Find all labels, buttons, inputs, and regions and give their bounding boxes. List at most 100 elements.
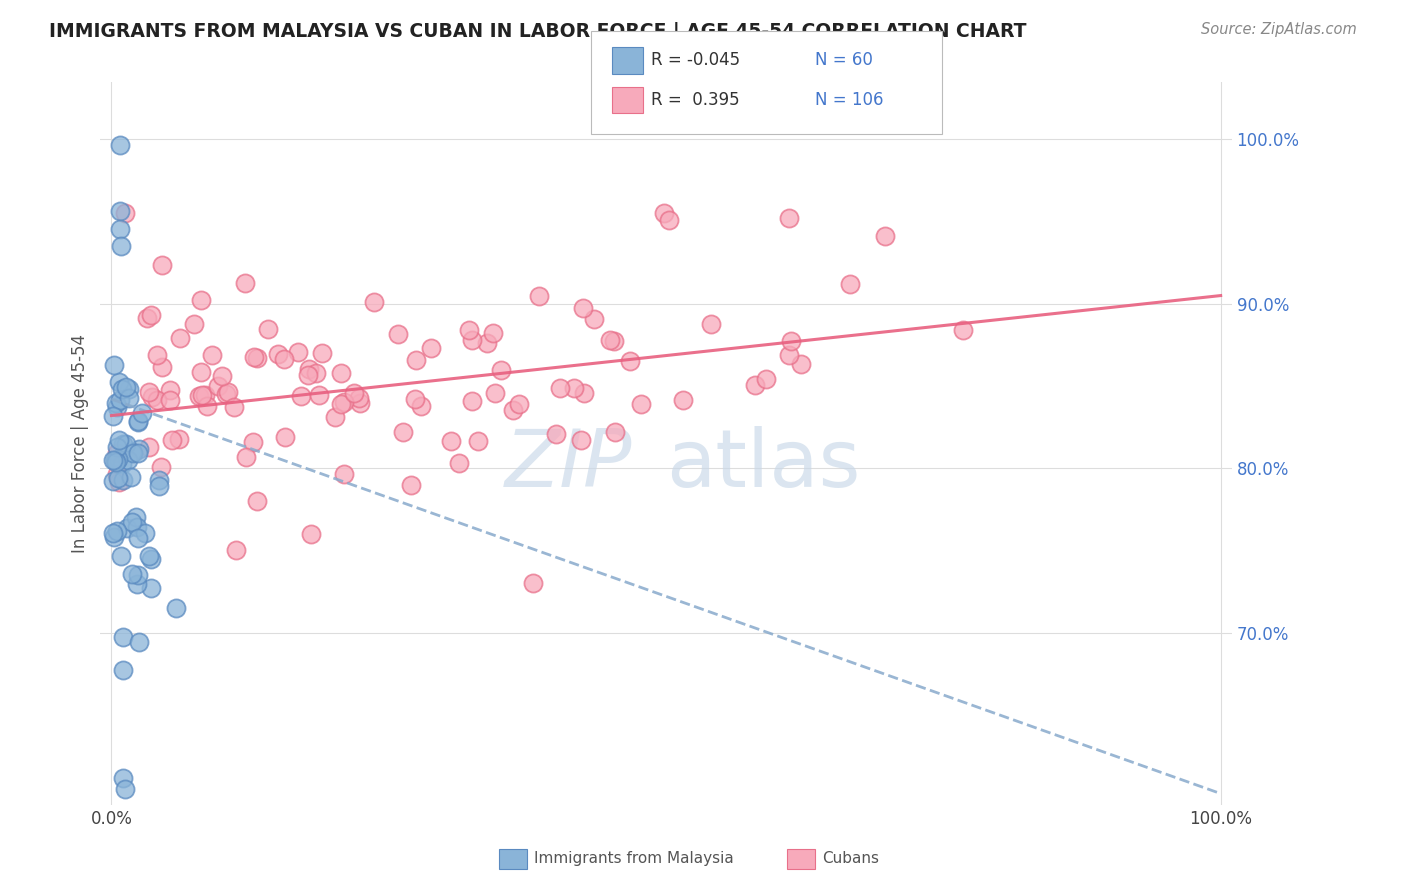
- Point: [105, 446, 128, 460]
- Point: [548, 381, 571, 395]
- Point: [211, 368, 233, 383]
- Point: [654, 206, 676, 220]
- Point: [141, 582, 163, 596]
- Point: [461, 333, 484, 347]
- Point: [333, 394, 356, 409]
- Point: [111, 663, 134, 677]
- Point: [544, 427, 567, 442]
- Point: [790, 358, 813, 372]
- Text: R = -0.045: R = -0.045: [651, 51, 740, 69]
- Point: [235, 450, 257, 464]
- Point: [101, 526, 124, 541]
- Point: [125, 576, 148, 591]
- Point: [105, 453, 128, 467]
- Point: [138, 440, 160, 454]
- Point: [114, 781, 136, 796]
- Point: [330, 397, 353, 411]
- Point: [127, 445, 149, 459]
- Point: [744, 378, 766, 392]
- Point: [399, 478, 422, 492]
- Text: atlas: atlas: [666, 426, 860, 504]
- Point: [108, 375, 131, 389]
- Point: [287, 344, 309, 359]
- Point: [150, 258, 173, 272]
- Point: [128, 635, 150, 649]
- Point: [778, 348, 800, 362]
- Point: [105, 400, 128, 414]
- Text: Immigrants from Malaysia: Immigrants from Malaysia: [534, 851, 734, 865]
- Point: [114, 436, 136, 450]
- Point: [583, 312, 606, 326]
- Point: [110, 138, 132, 153]
- Point: [323, 409, 346, 424]
- Point: [440, 434, 463, 449]
- Point: [101, 453, 124, 467]
- Point: [207, 378, 229, 392]
- Point: [110, 204, 132, 219]
- Point: [125, 510, 148, 524]
- Point: [111, 436, 134, 450]
- Point: [562, 380, 585, 394]
- Point: [243, 350, 266, 364]
- Point: [111, 382, 134, 396]
- Point: [110, 549, 132, 563]
- Point: [145, 392, 167, 407]
- Point: [449, 456, 471, 470]
- Point: [121, 567, 143, 582]
- Point: [159, 392, 181, 407]
- Point: [274, 430, 297, 444]
- Point: [103, 474, 125, 488]
- Point: [875, 229, 897, 244]
- Point: [128, 442, 150, 457]
- Point: [169, 331, 191, 345]
- Point: [146, 348, 169, 362]
- Point: [308, 388, 330, 402]
- Point: [569, 433, 592, 447]
- Point: [572, 301, 595, 316]
- Point: [574, 386, 596, 401]
- Point: [457, 323, 479, 337]
- Point: [605, 425, 627, 439]
- Point: [700, 317, 723, 331]
- Point: [105, 467, 128, 481]
- Point: [117, 453, 139, 467]
- Point: [111, 771, 134, 785]
- Point: [110, 221, 132, 235]
- Point: [110, 239, 132, 253]
- Point: [105, 396, 128, 410]
- Point: [111, 473, 134, 487]
- Point: [217, 385, 239, 400]
- Point: [839, 277, 862, 291]
- Point: [108, 433, 131, 447]
- Point: [127, 531, 149, 545]
- Point: [599, 333, 621, 347]
- Point: [108, 475, 131, 490]
- Text: R =  0.395: R = 0.395: [651, 91, 740, 109]
- Point: [522, 576, 544, 591]
- Point: [159, 383, 181, 397]
- Point: [246, 351, 269, 366]
- Point: [190, 293, 212, 307]
- Point: [201, 348, 224, 362]
- Point: [779, 334, 801, 349]
- Point: [121, 446, 143, 460]
- Point: [107, 524, 129, 538]
- Point: [105, 440, 128, 454]
- Point: [114, 206, 136, 220]
- Y-axis label: In Labor Force | Age 45-54: In Labor Force | Age 45-54: [72, 334, 89, 553]
- Point: [138, 385, 160, 400]
- Point: [101, 409, 124, 423]
- Point: [657, 213, 679, 227]
- Point: [117, 391, 139, 405]
- Point: [148, 478, 170, 492]
- Point: [107, 471, 129, 485]
- Point: [298, 362, 321, 376]
- Point: [409, 399, 432, 413]
- Point: [603, 334, 626, 349]
- Point: [222, 400, 245, 414]
- Point: [183, 317, 205, 331]
- Point: [347, 391, 370, 405]
- Point: [779, 211, 801, 226]
- Point: [115, 380, 138, 394]
- Text: Cubans: Cubans: [823, 851, 880, 865]
